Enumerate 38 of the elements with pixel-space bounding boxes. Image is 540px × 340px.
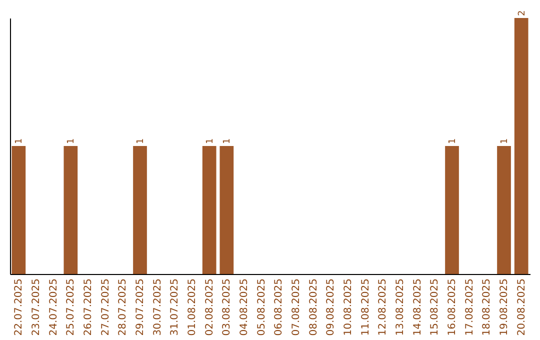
x-tick-label: 23.07.2025: [31, 278, 42, 336]
data-label: 2: [517, 10, 528, 16]
x-tick-label: 22.07.2025: [14, 278, 25, 336]
x-tick-label: 31.07.2025: [170, 278, 181, 336]
x-tick-label: 06.08.2025: [274, 278, 285, 336]
x-tick-label: 08.08.2025: [308, 278, 320, 336]
data-label: 1: [205, 138, 216, 144]
data-label: 1: [222, 138, 233, 144]
data-label: 1: [448, 138, 458, 144]
x-tick-label: 03.08.2025: [222, 278, 233, 336]
data-label: 1: [14, 138, 25, 144]
x-tick-label: 15.08.2025: [430, 278, 441, 336]
x-tick-label: 27.07.2025: [100, 278, 112, 336]
x-tick-label: 11.08.2025: [360, 278, 372, 336]
x-tick-label: 29.07.2025: [135, 278, 146, 336]
x-tick-label: 18.08.2025: [482, 278, 493, 336]
x-tick-label: 25.07.2025: [66, 278, 77, 336]
x-tick-label: 10.08.2025: [343, 278, 354, 336]
x-tick-label: 07.08.2025: [291, 278, 302, 336]
x-tick-label: 17.08.2025: [464, 278, 476, 336]
x-tick-label: 26.07.2025: [83, 278, 94, 336]
data-label: 1: [136, 138, 146, 144]
x-tick-label: 12.08.2025: [378, 278, 389, 336]
x-tick-label: 09.08.2025: [326, 278, 337, 336]
x-tick-label: 13.08.2025: [395, 278, 406, 336]
x-tick-label: 02.08.2025: [204, 278, 216, 336]
x-tick-label: 19.08.2025: [499, 278, 510, 336]
x-tick-label: 20.08.2025: [516, 278, 528, 336]
x-tick-label: 16.08.2025: [447, 278, 458, 336]
x-tick-label: 24.07.2025: [48, 278, 60, 336]
x-tick-label: 30.07.2025: [152, 278, 164, 336]
data-label: 1: [66, 138, 77, 144]
x-tick-label: 01.08.2025: [187, 278, 198, 336]
x-tick-label: 05.08.2025: [256, 278, 268, 336]
x-tick-label: 28.07.2025: [118, 278, 129, 336]
x-tick-label: 14.08.2025: [412, 278, 424, 336]
data-label: 1: [500, 138, 510, 144]
x-tick-label: 04.08.2025: [239, 278, 250, 336]
